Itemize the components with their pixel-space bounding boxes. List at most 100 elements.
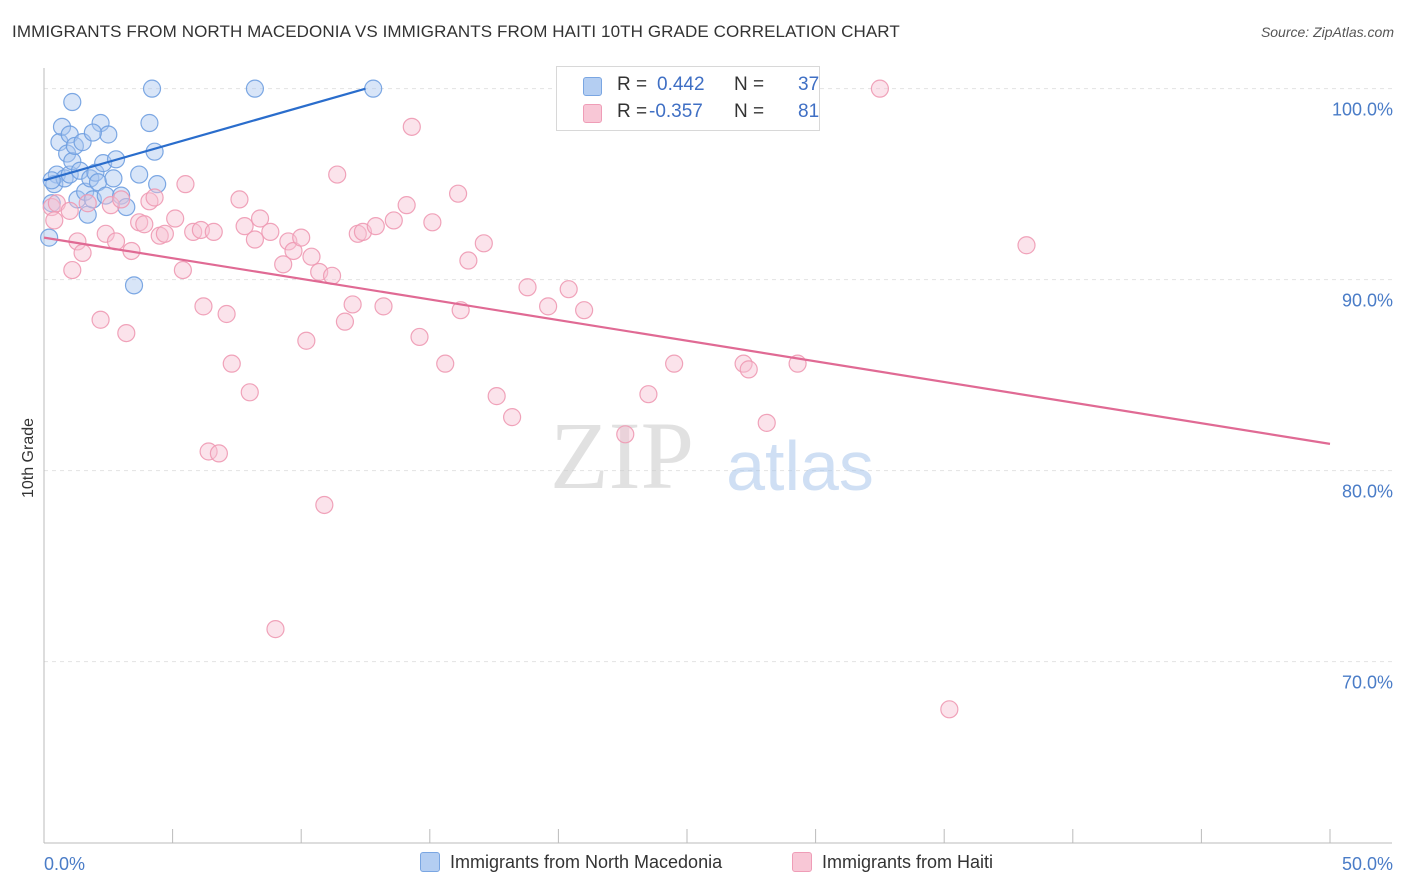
data-point xyxy=(209,444,228,463)
data-point xyxy=(384,211,403,230)
legend-swatch-pink xyxy=(583,104,602,123)
data-point xyxy=(402,117,421,136)
legend-label: Immigrants from Haiti xyxy=(822,852,994,872)
data-point xyxy=(1017,236,1036,255)
series-haiti xyxy=(42,79,1036,719)
data-point xyxy=(284,241,303,261)
legend-n-value: 81 xyxy=(798,101,820,122)
data-point xyxy=(96,186,115,205)
data-point xyxy=(176,175,195,194)
y-axis-label: 10th Grade xyxy=(20,418,37,498)
data-point xyxy=(240,383,259,402)
data-point xyxy=(222,354,241,373)
data-point xyxy=(124,276,144,295)
data-point xyxy=(335,312,355,331)
data-point xyxy=(397,196,416,215)
data-point xyxy=(145,188,164,207)
y-tick-label: 100.0% xyxy=(1332,100,1393,120)
data-point xyxy=(328,165,347,184)
data-point xyxy=(302,247,321,266)
data-point xyxy=(315,495,334,515)
data-point xyxy=(374,297,393,316)
axes xyxy=(43,68,1392,844)
data-point xyxy=(757,413,776,432)
data-point xyxy=(96,224,115,243)
tick-labels: 100.0% 90.0% 80.0% 70.0% 0.0% 50.0% xyxy=(44,100,1393,874)
stats-legend: R = 0.442 N = 37 R = -0.357 N = 81 xyxy=(556,66,820,131)
legend-n-label: N = xyxy=(734,74,765,95)
data-point xyxy=(45,211,64,230)
data-point xyxy=(140,113,159,133)
trend-line xyxy=(43,87,366,182)
x-tick-label: 0.0% xyxy=(44,854,85,874)
data-point xyxy=(230,190,249,209)
data-point xyxy=(639,385,658,404)
y-tick-label: 80.0% xyxy=(1342,482,1393,502)
data-point xyxy=(217,304,236,324)
legend-r-value: 0.442 xyxy=(657,74,705,95)
data-point xyxy=(166,209,185,228)
x-tick-label: 50.0% xyxy=(1342,854,1393,874)
legend-n-label: N = xyxy=(734,101,765,122)
data-point xyxy=(364,79,383,98)
data-point xyxy=(459,251,478,270)
data-point xyxy=(63,92,82,112)
data-point xyxy=(235,217,254,236)
data-point xyxy=(423,213,442,232)
legend-r-label: R = xyxy=(617,101,648,122)
data-point xyxy=(261,222,280,241)
watermark: ZIP atlas xyxy=(550,402,874,509)
legend-item-north-macedonia: Immigrants from North Macedonia xyxy=(420,852,722,873)
data-point xyxy=(112,190,131,209)
data-point xyxy=(448,184,468,203)
data-point xyxy=(518,278,537,297)
data-point xyxy=(101,196,120,215)
data-point xyxy=(173,260,192,280)
data-point xyxy=(487,387,506,406)
legend-r-value: -0.357 xyxy=(649,101,703,122)
data-point xyxy=(616,425,635,444)
data-point xyxy=(91,310,110,329)
data-point xyxy=(117,323,136,343)
legend-swatch-blue xyxy=(583,77,602,96)
data-point xyxy=(739,360,758,379)
data-point xyxy=(292,228,311,247)
data-point xyxy=(130,165,149,184)
legend-swatch-pink xyxy=(792,852,812,872)
data-point xyxy=(245,79,265,98)
data-point xyxy=(266,620,285,639)
y-tick-label: 70.0% xyxy=(1342,673,1393,693)
data-point xyxy=(76,182,95,201)
data-point xyxy=(88,173,108,192)
data-point xyxy=(734,354,753,373)
y-tick-label: 90.0% xyxy=(1342,291,1393,311)
data-point xyxy=(366,217,385,236)
series-north-macedonia xyxy=(40,79,383,295)
data-point xyxy=(870,79,890,98)
data-point xyxy=(78,194,97,213)
gridlines xyxy=(44,88,1392,663)
legend-n-value: 37 xyxy=(798,74,820,95)
trend-line xyxy=(43,236,1331,445)
source-label: Source: ZipAtlas.com xyxy=(1260,24,1394,40)
data-point xyxy=(204,222,223,241)
legend-swatch-blue xyxy=(420,852,440,872)
data-point xyxy=(539,297,558,316)
trend-lines xyxy=(43,87,1331,445)
data-point xyxy=(940,700,959,719)
data-point xyxy=(145,142,164,161)
data-point xyxy=(52,117,72,136)
data-point xyxy=(83,123,102,142)
data-point xyxy=(575,301,594,320)
watermark-zip: ZIP xyxy=(550,402,694,509)
data-point xyxy=(343,295,362,314)
data-point xyxy=(503,408,522,427)
data-point xyxy=(63,260,82,280)
data-point xyxy=(250,209,270,228)
data-point xyxy=(73,243,92,262)
data-point xyxy=(148,175,167,194)
data-point xyxy=(559,280,578,299)
legend-r-label: R = xyxy=(617,74,648,95)
data-point xyxy=(104,169,123,188)
